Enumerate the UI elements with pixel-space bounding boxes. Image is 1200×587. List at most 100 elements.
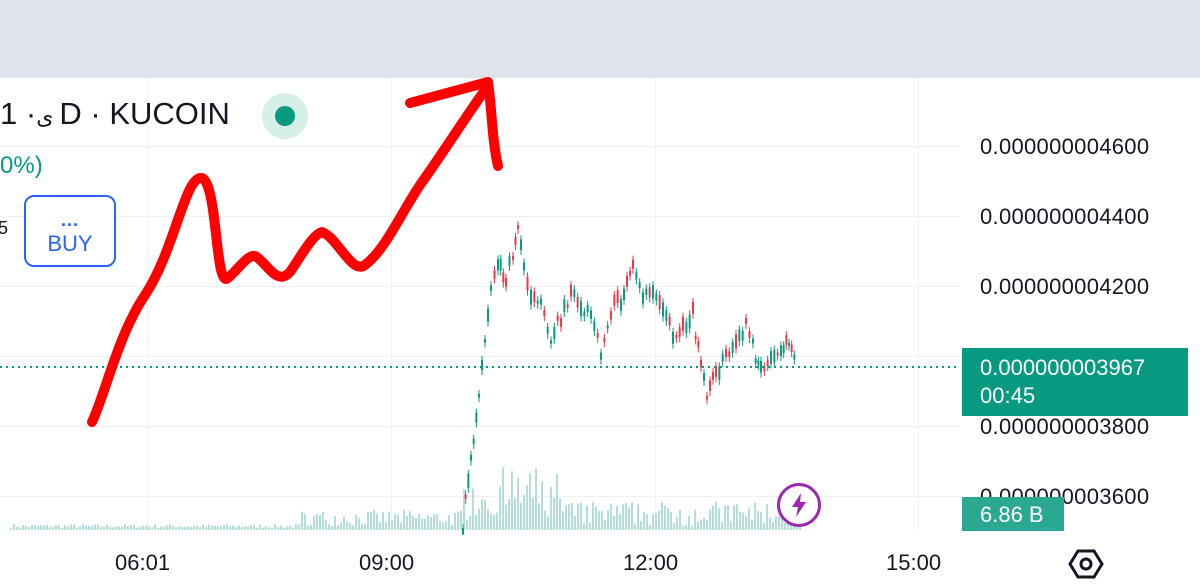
hexagon-settings-icon[interactable] xyxy=(1068,546,1104,582)
candle-body xyxy=(770,351,772,364)
candle-body xyxy=(652,285,654,299)
volume-bar xyxy=(169,524,171,530)
volume-bar xyxy=(241,526,243,530)
candle-body xyxy=(785,335,788,345)
volume-bar xyxy=(427,515,429,530)
volume-bar xyxy=(457,511,459,530)
volume-bar xyxy=(730,521,732,530)
volume-bar xyxy=(280,525,282,530)
volume-bar xyxy=(661,501,663,530)
volume-bar xyxy=(712,505,714,530)
volume-bar xyxy=(139,526,141,530)
candle-body xyxy=(760,360,762,373)
volume-bar xyxy=(520,502,522,530)
top-toolbar-area xyxy=(0,0,1200,78)
volume-bar xyxy=(349,522,351,530)
candle-body xyxy=(470,454,472,461)
volume-bar xyxy=(28,526,30,530)
symbol-interval-exchange: · 1D · KUCOIN xyxy=(0,96,230,131)
volume-bar xyxy=(652,514,654,530)
volume-bar xyxy=(283,527,285,530)
volume-bar xyxy=(577,503,579,530)
volume-bar xyxy=(82,524,84,530)
candle-body xyxy=(790,344,793,353)
volume-bar xyxy=(214,525,216,530)
volume-bar xyxy=(103,526,105,530)
bar-countdown: 00:45 xyxy=(980,383,1036,408)
candle-body xyxy=(658,295,661,310)
volume-bar xyxy=(316,514,318,530)
volume-bar xyxy=(406,515,408,530)
volume-bar xyxy=(448,515,450,530)
candle-body xyxy=(682,316,684,331)
volume-bar xyxy=(277,527,279,530)
volume-bar xyxy=(364,523,366,530)
volume-bar xyxy=(388,511,390,530)
volume-bar xyxy=(397,514,399,530)
volume-bar xyxy=(247,526,249,530)
buy-button-label: BUY xyxy=(47,231,93,256)
volume-bar xyxy=(478,508,480,530)
candlesticks xyxy=(462,221,796,535)
volume-bar xyxy=(565,505,567,530)
volume-bar xyxy=(430,517,432,530)
volume-bar xyxy=(745,516,747,530)
volume-bar xyxy=(88,525,90,530)
volume-bar xyxy=(553,497,555,530)
candle-body xyxy=(635,272,638,280)
candle-body xyxy=(514,237,517,246)
volume-bar xyxy=(310,524,312,530)
volume-bar xyxy=(124,524,126,530)
buy-button[interactable]: ... BUY xyxy=(24,195,116,267)
volume-bar xyxy=(559,498,561,530)
volume-bar xyxy=(667,507,669,530)
volume-bar xyxy=(544,510,546,530)
volume-bar xyxy=(253,524,255,530)
volume-bar xyxy=(190,526,192,530)
candle-body xyxy=(590,310,592,319)
volume-bar xyxy=(181,526,183,530)
volume-bar xyxy=(763,523,765,530)
volume-bar xyxy=(436,513,438,530)
volume-bar xyxy=(37,525,39,530)
volume-bar xyxy=(346,521,348,530)
volume-bar xyxy=(586,505,588,530)
volume-bar xyxy=(307,525,309,530)
candle-body xyxy=(700,359,702,368)
volume-bar xyxy=(61,527,63,530)
volume-label: 6.86 B xyxy=(962,497,1064,531)
price-chart[interactable] xyxy=(0,0,960,535)
lightning-icon[interactable] xyxy=(777,483,821,527)
candle-body xyxy=(623,288,625,300)
volume-bar xyxy=(439,521,441,530)
candle-body xyxy=(563,298,566,312)
candle-body xyxy=(642,292,644,304)
volume-bar xyxy=(13,524,15,530)
volume-bar xyxy=(517,477,519,530)
volume-bar xyxy=(694,509,696,530)
volume-bar xyxy=(571,502,573,530)
candle-body xyxy=(712,371,714,380)
candle-body xyxy=(576,296,579,308)
volume-bar xyxy=(157,527,159,530)
volume-bar xyxy=(748,508,750,530)
volume-bar xyxy=(580,502,582,530)
volume-bar xyxy=(421,518,423,530)
volume-bar xyxy=(490,513,492,530)
candle-body xyxy=(754,358,757,364)
candle-body xyxy=(475,412,478,423)
volume-bar xyxy=(562,511,564,530)
volume-bar xyxy=(700,519,702,530)
symbol-title[interactable]: ى﻿· 1D · KUCOIN xyxy=(0,96,230,132)
volume-bar xyxy=(199,527,201,530)
volume-bar xyxy=(658,510,660,530)
volume-bar xyxy=(409,511,411,530)
volume-bar xyxy=(328,524,330,530)
candle-body xyxy=(593,321,596,331)
volume-bar xyxy=(784,522,786,530)
candle-body xyxy=(735,334,737,349)
volume-bar xyxy=(52,526,54,530)
volume-bar xyxy=(118,526,120,530)
volume-bar xyxy=(166,525,168,530)
market-status-indicator[interactable] xyxy=(262,93,308,139)
